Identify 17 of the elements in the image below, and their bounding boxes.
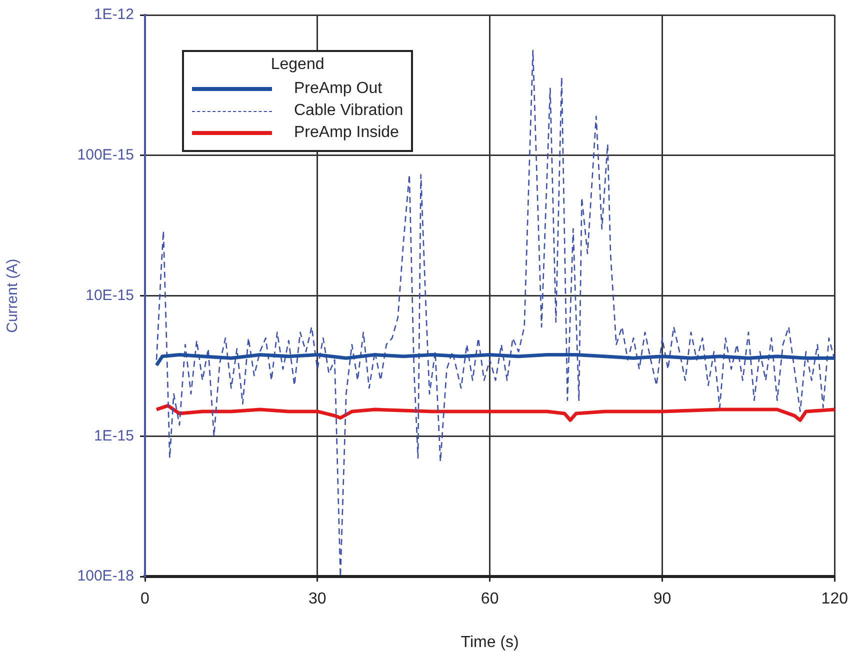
- y-tick-label: 1E-12: [94, 6, 134, 24]
- y-tick-label: 100E-18: [77, 568, 134, 585]
- x-tick-label: 30: [308, 590, 326, 608]
- x-axis-title: Time (s): [460, 634, 519, 651]
- y-axis-title: Current (A): [4, 258, 22, 333]
- x-tick-label: 60: [480, 590, 499, 608]
- x-tick-label: 90: [653, 590, 672, 608]
- y-tick-label: 10E-15: [86, 286, 134, 304]
- legend-title: Legend: [270, 56, 326, 74]
- legend-label: PreAmp Inside: [294, 124, 399, 142]
- y-tick-label: 1E-15: [94, 427, 134, 444]
- line-series: [156, 50, 835, 577]
- y-tick-label: 100E-15: [77, 146, 134, 164]
- x-tick-label: 120: [821, 590, 848, 608]
- legend-label: PreAmp Out: [294, 80, 382, 98]
- x-tick-label: 0: [140, 590, 150, 608]
- legend-label: Cable Vibration: [294, 102, 404, 120]
